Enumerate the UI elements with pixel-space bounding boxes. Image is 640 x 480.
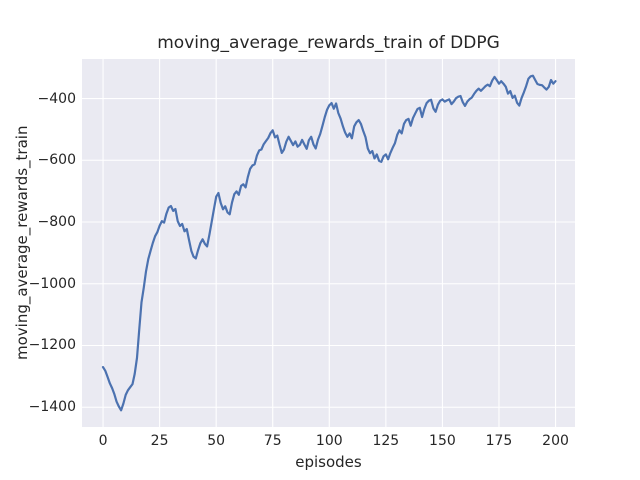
x-tick-label: 175 <box>485 433 513 449</box>
x-tick-label: 100 <box>315 433 343 449</box>
x-tick-label: 50 <box>207 433 226 449</box>
chart-title: moving_average_rewards_train of DDPG <box>157 33 500 53</box>
plot-area <box>82 59 575 427</box>
x-tick-label: 150 <box>429 433 456 449</box>
y-tick-label: −1400 <box>28 399 76 416</box>
x-tick-label: 125 <box>372 433 400 449</box>
y-tick-label: −600 <box>37 152 76 169</box>
y-tick-label: −800 <box>37 214 76 230</box>
x-tick-label: 75 <box>263 433 282 449</box>
x-tick-label: 0 <box>98 433 108 449</box>
x-tick-label: 200 <box>542 433 569 449</box>
y-axis-label: moving_average_rewards_train <box>13 125 31 361</box>
y-tick-label: −1200 <box>28 337 76 354</box>
y-tick-label: −400 <box>37 90 76 107</box>
x-tick-label: 25 <box>150 433 169 449</box>
data-line <box>101 74 557 412</box>
x-axis-label: episodes <box>295 453 362 471</box>
y-tick-label: −1000 <box>28 275 76 292</box>
